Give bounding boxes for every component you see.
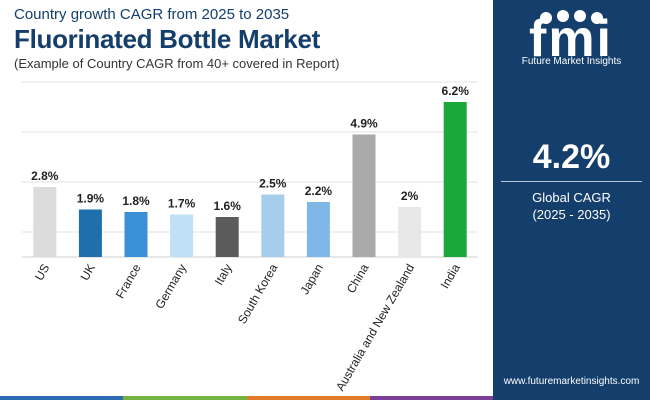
fmi-logo-icon: fmi xyxy=(529,10,611,68)
bar-india xyxy=(443,102,467,257)
category-label: Germany xyxy=(152,262,189,312)
bar-chart: 2.8% US 1.9% UK 1.8% France 1.7% Germany 1.6% Ita… xyxy=(22,81,478,394)
data-label: 1.9% xyxy=(77,192,105,206)
data-label: 1.7% xyxy=(168,197,196,211)
bottom-bar-segment xyxy=(369,396,493,400)
bar-italy xyxy=(215,217,239,257)
category-label: France xyxy=(113,261,144,301)
divider xyxy=(501,181,642,182)
bar-australia-and-new-zealand xyxy=(398,207,422,257)
category-label: India xyxy=(438,261,463,291)
bottom-bar-segment xyxy=(246,396,370,400)
data-label: 2.2% xyxy=(305,184,333,198)
bar-france xyxy=(124,212,148,257)
global-cagr-label: Global CAGR xyxy=(532,190,611,205)
chart-title: Fluorinated Bottle Market xyxy=(14,24,320,54)
category-label: Italy xyxy=(212,262,235,288)
category-label: UK xyxy=(78,262,98,283)
bar-uk xyxy=(78,209,102,257)
global-cagr-value: 4.2% xyxy=(532,138,611,176)
brand-name: Future Market Insights xyxy=(521,56,622,67)
global-cagr-period: (2025 - 2035) xyxy=(532,207,611,222)
data-label: 2.8% xyxy=(31,169,59,183)
category-label: Japan xyxy=(298,262,326,297)
data-label: 2% xyxy=(401,189,419,203)
chart-note: (Example of Country CAGR from 40+ covere… xyxy=(14,56,340,71)
bar-china xyxy=(352,134,376,257)
bar-japan xyxy=(306,202,330,257)
category-label: Australia and New Zealand xyxy=(333,262,417,394)
bottom-bar-segment xyxy=(0,396,124,400)
chart-subtitle: Country growth CAGR from 2025 to 2035 xyxy=(14,6,290,23)
bar-germany xyxy=(170,214,194,257)
website-link[interactable]: www.futuremarketinsights.com xyxy=(503,376,640,387)
right-panel: fmi Future Market Insights 4.2% Global C… xyxy=(493,0,650,400)
data-label: 1.6% xyxy=(214,199,242,213)
bottom-bar-segment xyxy=(123,396,247,400)
data-label: 4.9% xyxy=(350,117,378,131)
data-label: 1.8% xyxy=(122,194,150,208)
category-label: China xyxy=(344,261,372,295)
category-label: US xyxy=(32,262,52,283)
data-label: 2.5% xyxy=(259,177,287,191)
bar-us xyxy=(33,187,57,257)
bottom-color-bar xyxy=(0,396,493,400)
bar-south-korea xyxy=(261,194,285,257)
data-label: 6.2% xyxy=(442,84,470,98)
category-label: South Korea xyxy=(235,261,281,326)
